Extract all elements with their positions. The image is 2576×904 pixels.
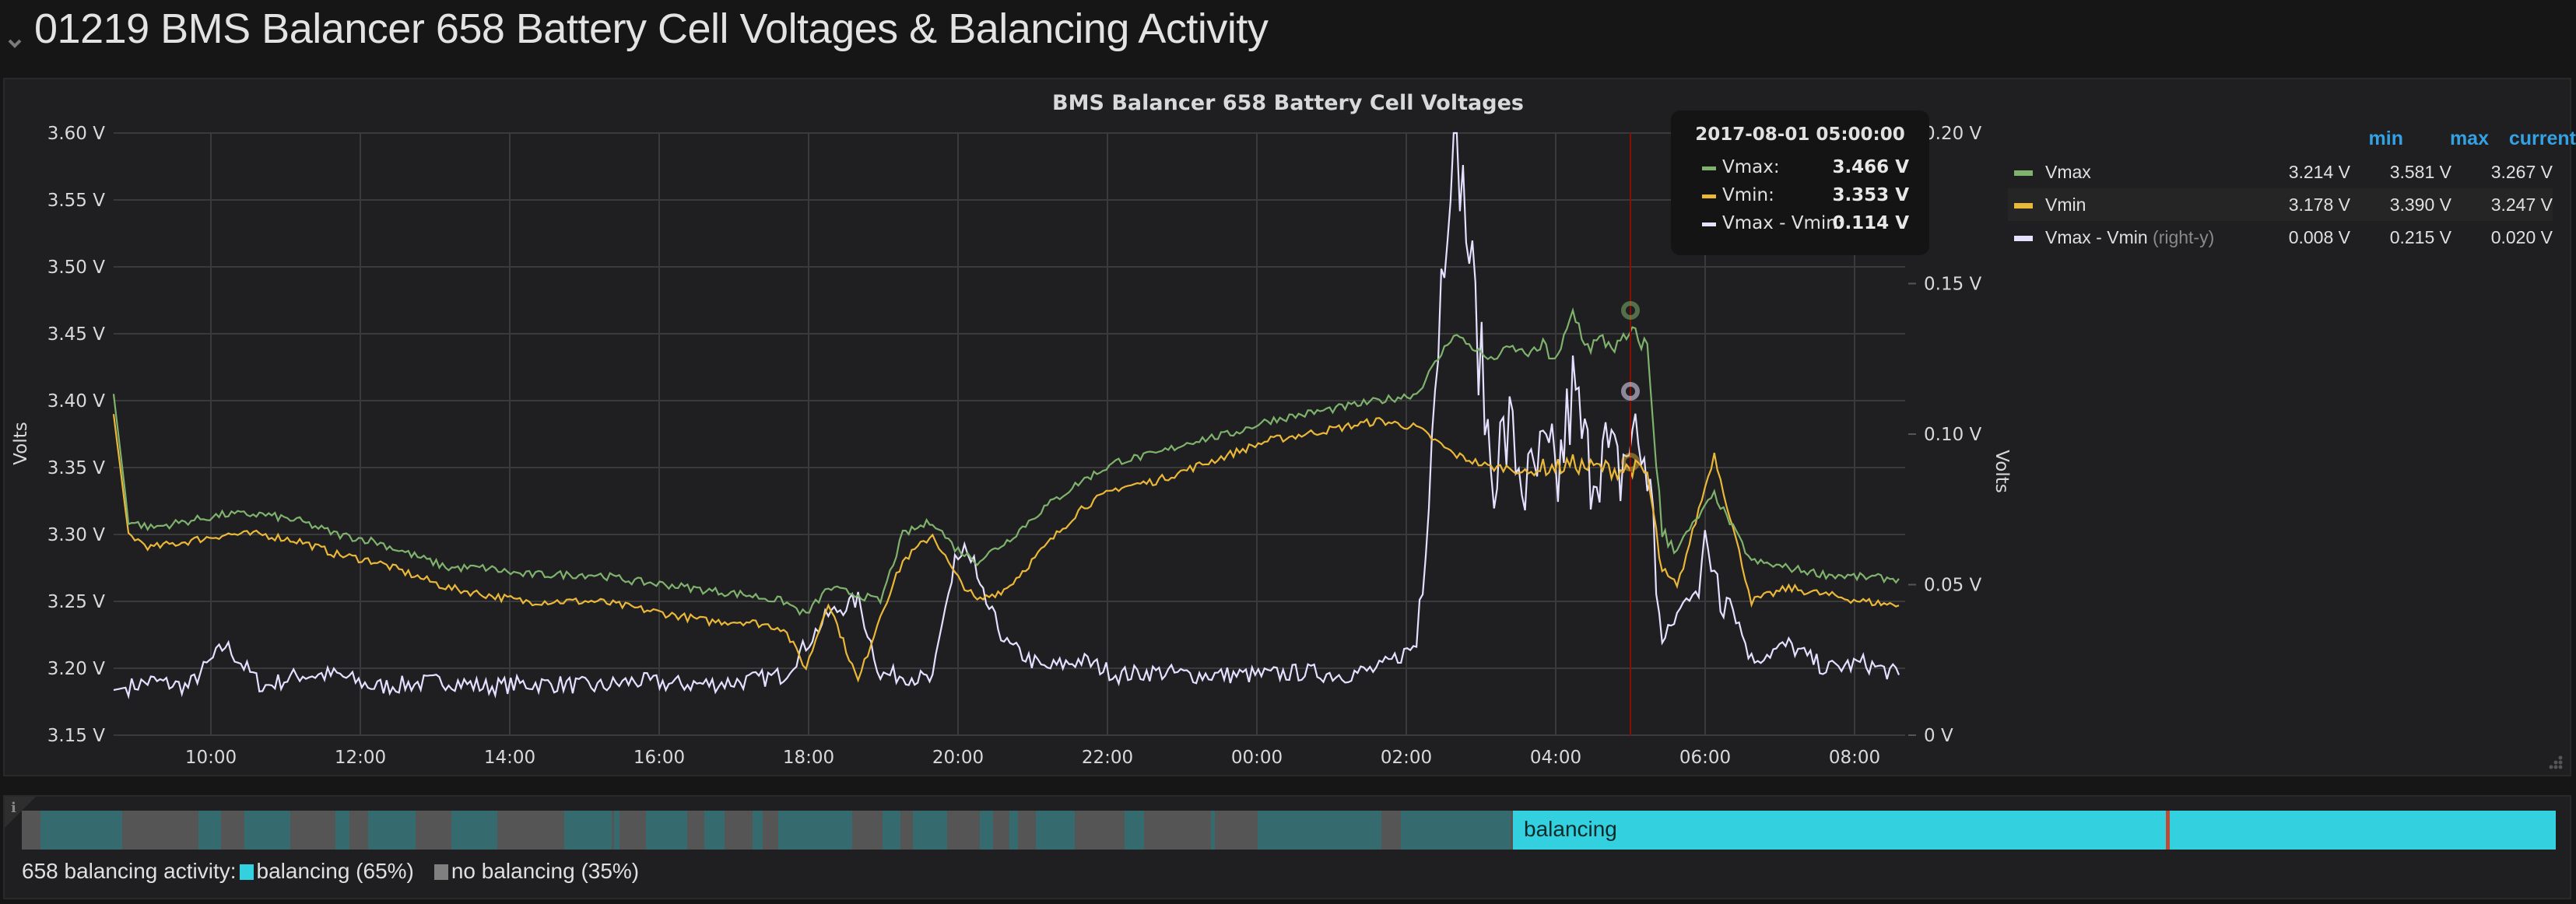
x-tick-label: 20:00 <box>932 748 984 768</box>
x-tick-label: 02:00 <box>1381 748 1432 768</box>
y-tick-label: 3.40 V <box>47 391 106 412</box>
info-icon[interactable]: i <box>11 800 16 816</box>
y-tick-label: 3.20 V <box>47 659 106 679</box>
tooltip-row-vmax: Vmax: 3.466 V <box>1690 156 1917 182</box>
series-line <box>112 307 1900 616</box>
resize-handle-icon[interactable] <box>2548 755 2564 770</box>
balancing-swatch <box>239 864 254 880</box>
panel-title[interactable]: BMS Balancer 658 Battery Cell Voltages <box>1052 91 1524 115</box>
y-tick-label: 3.50 V <box>47 258 106 278</box>
y2-tick-label: 0.15 V <box>1924 275 1982 295</box>
legend-series-name[interactable]: Vmax - Vmin (right-y) <box>2045 227 2214 248</box>
tooltip-series-name: Vmax: <box>1722 157 1780 177</box>
x-tick-label: 06:00 <box>1679 748 1731 768</box>
no-balancing-swatch <box>433 864 448 880</box>
status-legend: 658 balancing activity: balancing (65%) no… <box>22 859 639 884</box>
legend-max: 3.581 V <box>2389 162 2451 182</box>
legend-row-vmin[interactable]: Vmin 3.178 V 3.390 V 3.247 V <box>2008 188 2553 221</box>
legend-row-diff[interactable]: Vmax - Vmin (right-y) 0.008 V 0.215 V 0.… <box>2008 221 2553 254</box>
legend-series-name[interactable]: Vmax <box>2045 162 2091 182</box>
x-tick-label: 04:00 <box>1530 748 1581 768</box>
row-header: 01219 BMS Balancer 658 Battery Cell Volt… <box>0 0 2576 75</box>
x-tick-label: 00:00 <box>1231 748 1283 768</box>
y-tick-label: 3.55 V <box>47 191 106 211</box>
y2-tick-label: 0.20 V <box>1924 124 1982 144</box>
x-tick-label: 12:00 <box>335 748 386 768</box>
tooltip-series-name: Vmin: <box>1722 185 1774 205</box>
no-balancing-legend-label[interactable]: no balancing (35%) <box>451 859 640 883</box>
legend-min: 3.214 V <box>2288 162 2350 182</box>
series-line <box>113 131 1900 699</box>
legend-current: 0.020 V <box>2490 227 2553 247</box>
legend-max: 3.390 V <box>2389 194 2451 215</box>
series-color-swatch[interactable] <box>2014 236 2033 241</box>
legend-header-min[interactable]: min <box>2368 128 2403 149</box>
hover-point-vmin <box>1621 453 1640 471</box>
x-tick-label: 22:00 <box>1082 748 1133 768</box>
legend-series-label: Vmax - Vmin <box>2045 227 2148 247</box>
tooltip-series-value: 3.353 V <box>1832 185 1909 205</box>
legend-header-current[interactable]: current <box>2508 128 2576 149</box>
left-y-axis: 3.60 V 3.55 V 3.50 V 3.45 V 3.40 V 3.35 V 3.30… <box>47 124 106 746</box>
balancing-timeline-bar[interactable]: balancing <box>22 811 2556 850</box>
x-tick-label: 10:00 <box>185 748 237 768</box>
tooltip-series-value: 3.466 V <box>1832 157 1909 177</box>
balancing-status-panel: i balancing 658 balancing activity: balan… <box>3 795 2571 899</box>
series-color-swatch <box>1702 194 1716 198</box>
series-color-swatch[interactable] <box>2014 203 2033 208</box>
legend-header-max[interactable]: max <box>2449 128 2489 149</box>
y2-tick-label: 0.10 V <box>1924 425 1982 445</box>
series-color-swatch[interactable] <box>2014 170 2033 176</box>
legend-series-name[interactable]: Vmin <box>2045 194 2086 215</box>
legend-min: 3.178 V <box>2288 194 2350 215</box>
hover-tooltip: 2017-08-01 05:00:00 Vmax: 3.466 V Vmin: … <box>1671 110 1929 255</box>
x-tick-label: 18:00 <box>783 748 834 768</box>
hover-point-diff <box>1621 382 1640 401</box>
y2-tick-label: 0 V <box>1924 726 1953 746</box>
legend-axis-suffix: (right-y) <box>2153 227 2215 247</box>
balancing-legend-label[interactable]: balancing (65%) <box>256 859 414 883</box>
y-tick-label: 3.45 V <box>47 324 106 345</box>
hovered-balancing-segment[interactable] <box>1513 811 2556 850</box>
legend-current: 3.247 V <box>2490 194 2553 215</box>
grid <box>114 132 1905 736</box>
voltage-chart[interactable]: BMS Balancer 658 Battery Cell Voltages 3… <box>0 0 2576 778</box>
series-line <box>112 414 1900 683</box>
legend-current: 3.267 V <box>2490 162 2553 182</box>
x-tick-label: 16:00 <box>633 748 685 768</box>
hover-segment-label: balancing <box>1524 817 1617 841</box>
legend-max: 0.215 V <box>2389 227 2451 247</box>
status-legend-prefix: 658 balancing activity: <box>22 859 237 883</box>
tooltip-series-name: Vmax - Vmin: <box>1722 213 1844 233</box>
legend-row-vmax[interactable]: Vmax 3.214 V 3.581 V 3.267 V <box>2008 156 2553 188</box>
hover-point-vmax <box>1621 301 1640 320</box>
right-y-axis: 0.20 V 0.15 V 0.10 V 0.05 V 0 V <box>1908 124 1982 746</box>
cursor-marker <box>2166 811 2170 850</box>
right-axis-label: Volts <box>1992 450 2012 492</box>
left-axis-label: Volts <box>11 422 31 464</box>
tooltip-row-diff: Vmax - Vmin: 0.114 V <box>1690 212 1917 238</box>
y2-tick-label: 0.05 V <box>1924 576 1982 596</box>
series-color-swatch <box>1702 222 1716 226</box>
tooltip-row-vmin: Vmin: 3.353 V <box>1690 184 1917 210</box>
tooltip-series-value: 0.114 V <box>1832 213 1909 233</box>
y-tick-label: 3.60 V <box>47 124 106 144</box>
x-tick-label: 08:00 <box>1829 748 1880 768</box>
x-tick-label: 14:00 <box>484 748 535 768</box>
series-lines <box>112 131 1900 699</box>
row-title[interactable]: 01219 BMS Balancer 658 Battery Cell Volt… <box>34 5 1269 52</box>
y-tick-label: 3.15 V <box>47 726 106 746</box>
y-tick-label: 3.30 V <box>47 525 106 545</box>
series-color-swatch <box>1702 166 1716 170</box>
x-axis: 10:00 12:00 14:00 16:00 18:00 20:00 22:00 00:00… <box>185 748 1880 768</box>
legend-min: 0.008 V <box>2288 227 2350 247</box>
chevron-down-icon[interactable] <box>6 34 23 51</box>
tooltip-time: 2017-08-01 05:00:00 <box>1695 124 1905 145</box>
y-tick-label: 3.35 V <box>47 458 106 478</box>
y-tick-label: 3.25 V <box>47 592 106 612</box>
